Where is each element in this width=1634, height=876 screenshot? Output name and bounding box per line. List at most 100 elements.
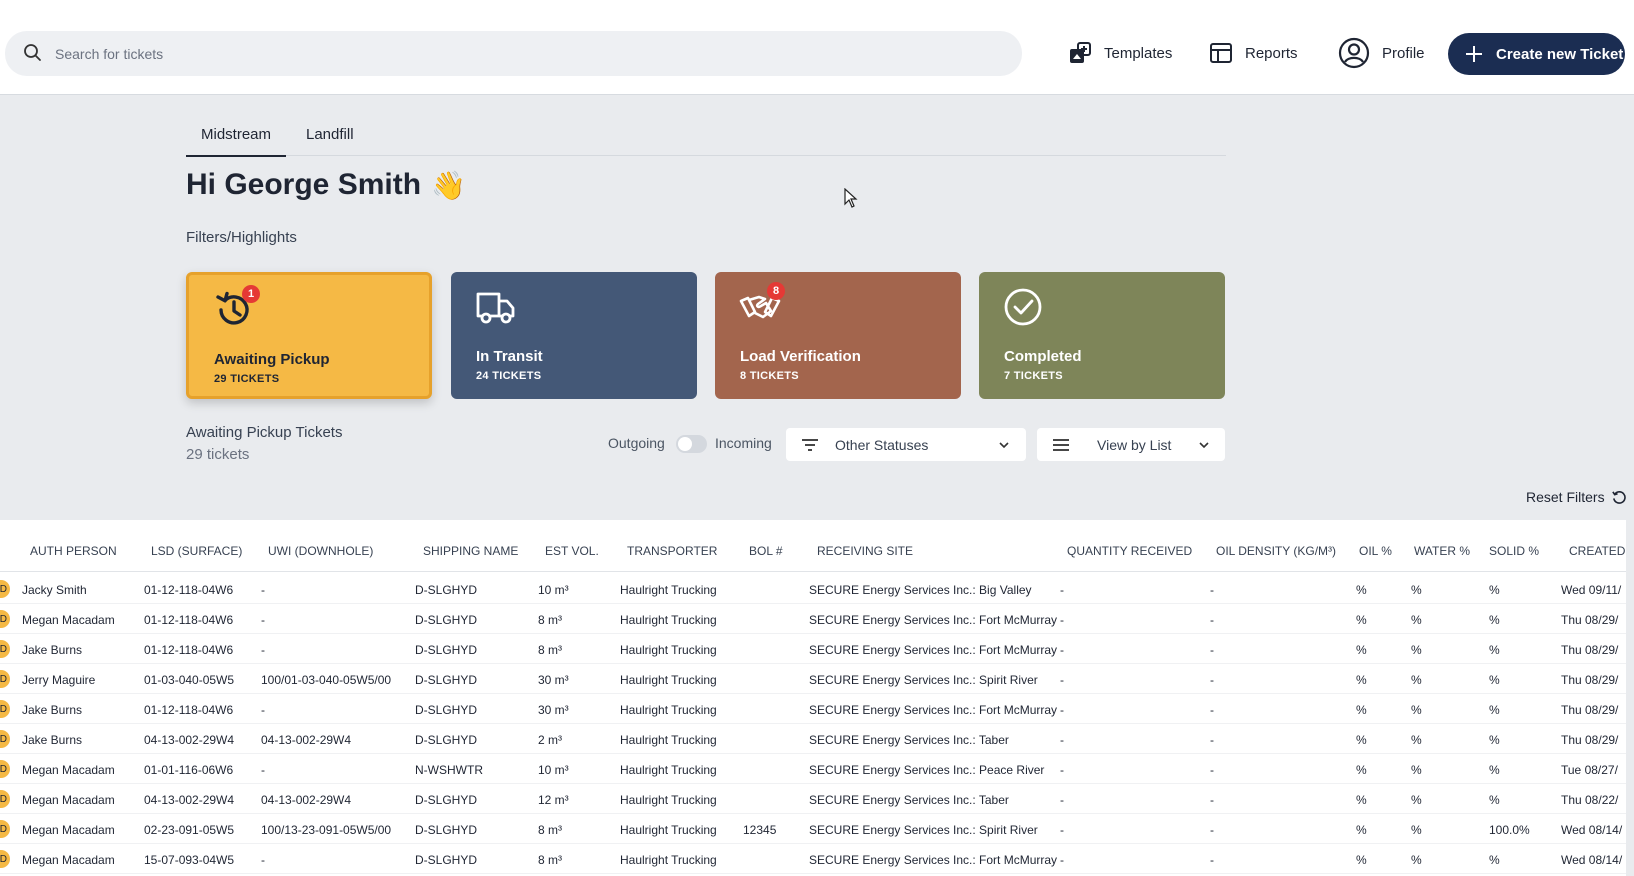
cell-oil-density: -	[1210, 613, 1214, 627]
list-title: Awaiting Pickup Tickets	[186, 424, 343, 441]
cell-oil-percent: %	[1356, 793, 1367, 807]
cell-created: Thu 08/22/	[1561, 793, 1619, 807]
column-header-bol-number[interactable]: BOL #	[749, 544, 783, 558]
column-header-transporter[interactable]: TRANSPORTER	[627, 544, 718, 558]
table-row[interactable]: D Megan Macadam 01-01-116-06W6 - N-WSHWTR 10 …	[0, 754, 1626, 784]
cell-oil-percent: %	[1356, 763, 1367, 777]
cell-oil-percent: %	[1356, 823, 1367, 837]
cell-water-percent: %	[1411, 793, 1422, 807]
cell-solid-percent: %	[1489, 733, 1500, 747]
column-header-oil-percent[interactable]: OIL %	[1359, 544, 1392, 558]
search-bar[interactable]	[5, 31, 1022, 76]
cell-oil-percent: %	[1356, 673, 1367, 687]
cell-est-vol: 8 m³	[538, 613, 562, 627]
tab-landfill[interactable]: Landfill	[306, 126, 354, 155]
cell-solid-percent: 100.0%	[1489, 823, 1530, 837]
column-header-auth-person[interactable]: AUTH PERSON	[30, 544, 117, 558]
cell-created: Thu 08/29/	[1561, 643, 1619, 657]
tab-midstream[interactable]: Midstream	[186, 126, 287, 157]
cell-quantity-received: -	[1060, 793, 1064, 807]
cell-quantity-received: -	[1060, 673, 1064, 687]
cell-oil-percent: %	[1356, 853, 1367, 867]
status-filter-dropdown[interactable]: Other Statuses	[786, 428, 1026, 461]
row-status-badge: D	[0, 730, 10, 748]
row-status-badge: D	[0, 580, 10, 598]
card-completed[interactable]: Completed 7 TICKETS	[979, 272, 1225, 399]
waving-hand-emoji: 👋	[431, 169, 466, 201]
card-count: 24 TICKETS	[476, 370, 542, 382]
cell-transporter: Haulright Trucking	[620, 853, 717, 867]
profile-link[interactable]: Profile	[1338, 36, 1425, 70]
toggle-knob	[678, 437, 692, 451]
cell-created: Wed 08/14/	[1561, 853, 1623, 867]
cell-water-percent: %	[1411, 733, 1422, 747]
cell-quantity-received: -	[1060, 583, 1064, 597]
cell-receiving-site: SECURE Energy Services Inc.: Fort McMurr…	[809, 643, 1058, 657]
table-row[interactable]: D Jacky Smith 01-12-118-04W6 - D-SLGHYD 10 m³…	[0, 574, 1626, 604]
cell-uwi-downhole: 04-13-002-29W4	[261, 793, 352, 807]
cell-est-vol: 2 m³	[538, 733, 562, 747]
table-row[interactable]: D Megan Macadam 15-07-093-04W5 - D-SLGHYD 8 m…	[0, 844, 1626, 874]
cell-water-percent: %	[1411, 763, 1422, 777]
table-row[interactable]: D Jake Burns 01-12-118-04W6 - D-SLGHYD 30 m³ H…	[0, 694, 1626, 724]
cell-lsd-surface: 01-12-118-04W6	[144, 643, 234, 657]
cell-bol-number: 12345	[743, 823, 777, 837]
reset-icon	[1611, 490, 1626, 504]
truck-icon	[476, 292, 515, 324]
cell-shipping-name: D-SLGHYD	[415, 613, 478, 627]
cell-transporter: Haulright Trucking	[620, 763, 717, 777]
cell-created: Thu 08/29/	[1561, 673, 1619, 687]
cell-transporter: Haulright Trucking	[620, 613, 717, 627]
column-header-est-vol[interactable]: EST VOL.	[545, 544, 599, 558]
cell-lsd-surface: 04-13-002-29W4	[144, 793, 235, 807]
toggle-outgoing-label: Outgoing	[608, 435, 665, 451]
column-header-quantity-received[interactable]: QUANTITY RECEIVED	[1067, 544, 1193, 558]
search-input[interactable]	[55, 31, 995, 76]
column-header-uwi-downhole[interactable]: UWI (DOWNHOLE)	[268, 544, 374, 558]
view-mode-dropdown[interactable]: View by List	[1037, 428, 1225, 461]
card-load-verification[interactable]: 8 Load Verification 8 TICKETS	[715, 272, 961, 399]
cell-quantity-received: -	[1060, 703, 1064, 717]
card-in-transit[interactable]: In Transit 24 TICKETS	[451, 272, 697, 399]
column-header-created[interactable]: CREATED	[1569, 544, 1626, 558]
list-count: 29 tickets	[186, 446, 250, 463]
row-status-badge: D	[0, 820, 10, 838]
cell-uwi-downhole: -	[261, 853, 265, 867]
cell-shipping-name: D-SLGHYD	[415, 733, 478, 747]
cell-lsd-surface: 01-03-040-05W5	[144, 673, 235, 687]
templates-link[interactable]: Templates	[1068, 36, 1172, 70]
cell-receiving-site: SECURE Energy Services Inc.: Spirit Rive…	[809, 673, 1038, 687]
table-row[interactable]: D Megan Macadam 02-23-091-05W5 100/13-23-09…	[0, 814, 1626, 844]
table-row[interactable]: D Megan Macadam 01-12-118-04W6 - D-SLGHYD 8 m…	[0, 604, 1626, 634]
mouse-cursor-icon	[844, 188, 858, 208]
reset-filters-button[interactable]: Reset Filters	[1526, 489, 1626, 505]
column-header-receiving-site[interactable]: RECEIVING SITE	[817, 544, 914, 558]
column-header-solid-percent[interactable]: SOLID %	[1489, 544, 1540, 558]
table-row[interactable]: D Megan Macadam 04-13-002-29W4 04-13-002-29…	[0, 784, 1626, 814]
column-header-oil-density[interactable]: OIL DENSITY (KG/M³)	[1216, 544, 1337, 558]
cell-oil-percent: %	[1356, 643, 1367, 657]
create-ticket-button[interactable]: Create new Ticket	[1448, 33, 1625, 75]
status-filter-value: Other Statuses	[835, 437, 929, 453]
cell-uwi-downhole: 100/13-23-091-05W5/00	[261, 823, 392, 837]
cell-solid-percent: %	[1489, 643, 1500, 657]
table-row[interactable]: D Jake Burns 01-12-118-04W6 - D-SLGHYD 8 m³ Ha…	[0, 634, 1626, 664]
cell-receiving-site: SECURE Energy Services Inc.: Peace River	[809, 763, 1045, 777]
cell-created: Thu 08/29/	[1561, 703, 1619, 717]
card-awaiting-pickup[interactable]: 1 Awaiting Pickup 29 TICKETS	[186, 272, 432, 399]
row-status-badge: D	[0, 670, 10, 688]
row-status-badge: D	[0, 850, 10, 868]
direction-toggle[interactable]	[676, 435, 707, 453]
cell-auth-person: Jake Burns	[22, 703, 83, 717]
cell-transporter: Haulright Trucking	[620, 583, 717, 597]
toggle-incoming-label: Incoming	[715, 435, 772, 451]
cell-receiving-site: SECURE Energy Services Inc.: Taber	[809, 793, 1009, 807]
cell-receiving-site: SECURE Energy Services Inc.: Big Valley	[809, 583, 1032, 597]
column-header-shipping-name[interactable]: SHIPPING NAME	[423, 544, 519, 558]
reports-link[interactable]: Reports	[1209, 36, 1298, 70]
table-row[interactable]: D Jerry Maguire 01-03-040-05W5 100/01-03-04…	[0, 664, 1626, 694]
column-header-water-percent[interactable]: WATER %	[1414, 544, 1470, 558]
column-header-lsd-surface[interactable]: LSD (SURFACE)	[151, 544, 243, 558]
table-row[interactable]: D Jake Burns 04-13-002-29W4 04-13-002-29W4 D…	[0, 724, 1626, 754]
search-icon	[24, 44, 41, 61]
